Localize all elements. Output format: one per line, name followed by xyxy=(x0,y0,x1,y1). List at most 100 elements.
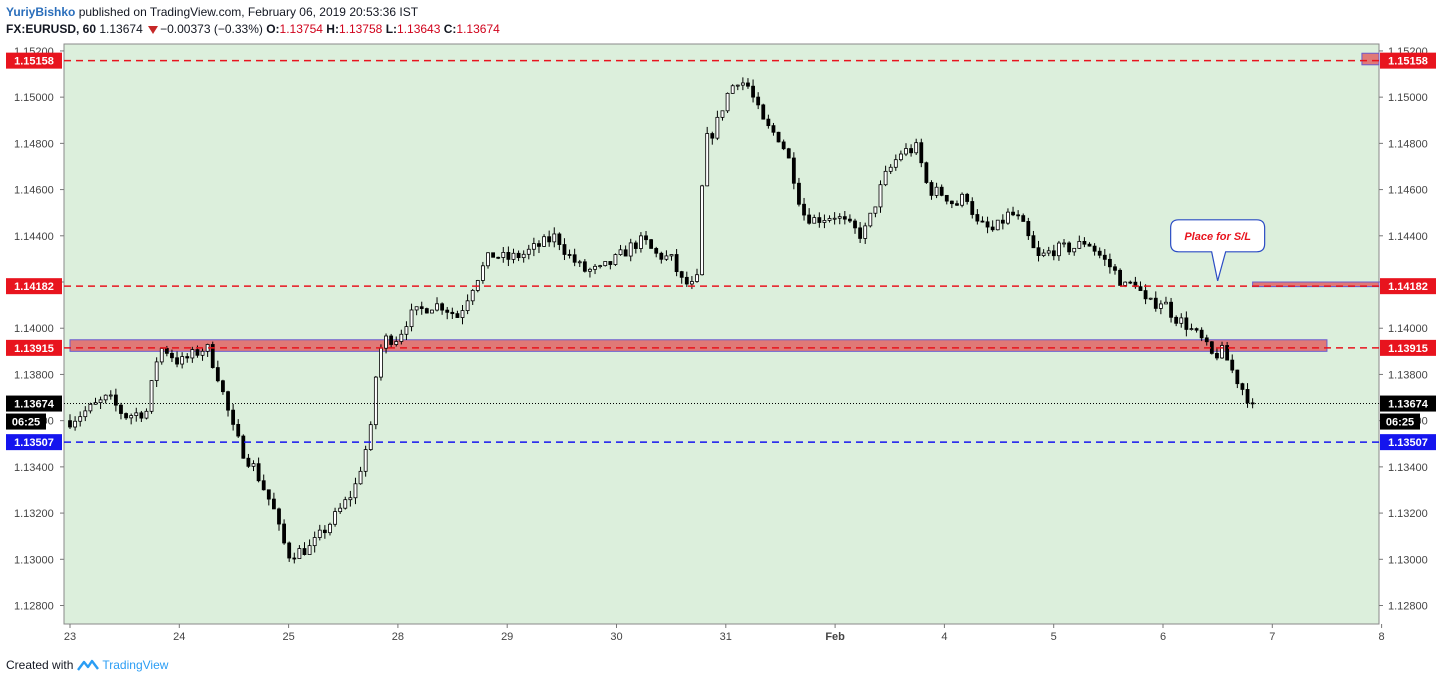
candle-body xyxy=(399,333,404,342)
candle-body xyxy=(965,193,970,202)
candle-body xyxy=(68,420,72,428)
candle-body xyxy=(1215,353,1219,359)
candle-body xyxy=(761,104,766,120)
y-tick-label: 1.13800 xyxy=(14,369,54,381)
candle-body xyxy=(547,236,552,243)
candle-body xyxy=(297,548,302,559)
candle-body xyxy=(577,261,582,264)
candle-body xyxy=(837,216,842,219)
candle-body xyxy=(353,483,358,499)
candle-body xyxy=(460,310,465,318)
candle-body xyxy=(924,162,929,183)
candle-body xyxy=(195,349,200,356)
candle-body xyxy=(1016,214,1021,217)
y-tick-label: 1.14600 xyxy=(14,185,54,197)
candle-body xyxy=(659,252,664,260)
candle-body xyxy=(440,303,445,311)
candle-body xyxy=(649,239,654,249)
candle-body xyxy=(939,186,944,196)
level-price-label: 1.14182 xyxy=(1388,281,1428,293)
candle-body xyxy=(1235,369,1240,385)
candle-body xyxy=(1006,211,1010,224)
y-tick-label: 1.12800 xyxy=(1388,601,1428,613)
low-value: 1.13643 xyxy=(397,22,441,36)
candle-body xyxy=(1011,211,1015,216)
candle-body xyxy=(221,380,225,393)
candle-body xyxy=(822,220,827,223)
x-tick-label: Feb xyxy=(825,631,845,643)
candle-body xyxy=(883,170,888,186)
candle-body xyxy=(251,463,256,467)
x-tick-label: 7 xyxy=(1269,631,1275,643)
last-price-tag xyxy=(6,395,62,412)
candle-body xyxy=(119,404,123,414)
candle-body xyxy=(450,311,455,315)
candle-body xyxy=(409,309,414,328)
candle-body xyxy=(231,409,236,425)
candle-body xyxy=(995,219,1000,231)
level-price-tag xyxy=(6,278,62,295)
countdown-tag xyxy=(1380,413,1420,430)
candle-body xyxy=(93,402,98,405)
tradingview-brand[interactable]: TradingView xyxy=(102,658,169,672)
candle-body xyxy=(633,242,638,249)
sl-zone xyxy=(69,339,1328,352)
candle-body xyxy=(898,153,903,161)
candle-body xyxy=(888,166,893,172)
candle-body xyxy=(226,391,230,411)
last-price: 1.13674 xyxy=(99,22,143,36)
candle-body xyxy=(1046,250,1051,254)
candle-body xyxy=(944,194,949,202)
candle-body xyxy=(287,542,292,559)
open-value: 1.13754 xyxy=(279,22,323,36)
candle-body xyxy=(200,350,205,356)
x-tick-label: 8 xyxy=(1379,631,1385,643)
x-tick-label: 30 xyxy=(610,631,622,643)
created-with-text: Created with xyxy=(6,658,74,672)
candle-body xyxy=(455,313,460,318)
candle-body xyxy=(241,435,246,459)
candle-body xyxy=(282,523,286,544)
candle-body xyxy=(848,218,852,222)
candle-body xyxy=(516,252,521,259)
candle-body xyxy=(1102,254,1107,260)
candle-body xyxy=(78,416,83,422)
candle-body xyxy=(312,537,317,547)
candle-body xyxy=(679,271,684,278)
candle-body xyxy=(88,403,93,412)
candle-body xyxy=(124,413,128,419)
candle-body xyxy=(562,244,567,255)
candle-body xyxy=(1143,290,1148,300)
publish-info: YuriyBishko published on TradingView.com… xyxy=(6,5,418,19)
candle-body xyxy=(669,254,674,257)
candle-body xyxy=(746,82,750,87)
candle-body xyxy=(740,82,745,86)
y-tick-label: 1.13200 xyxy=(14,508,54,520)
candle-body xyxy=(180,356,185,365)
candle-body xyxy=(1113,266,1117,271)
candle-body xyxy=(343,499,348,509)
candle-body xyxy=(1082,240,1087,245)
candle-body xyxy=(919,142,924,164)
candle-body xyxy=(190,349,195,359)
author-name[interactable]: YuriyBishko xyxy=(6,5,76,19)
level-price-label: 1.15158 xyxy=(14,56,54,68)
candle-body xyxy=(756,96,761,106)
candle-body xyxy=(654,248,659,254)
candle-body xyxy=(1097,250,1102,256)
candle-body xyxy=(266,489,271,500)
y-tick-label: 1.14600 xyxy=(1388,185,1428,197)
candle-body xyxy=(328,523,332,534)
x-tick-label: 6 xyxy=(1160,631,1166,643)
candle-body xyxy=(404,326,409,335)
candle-body xyxy=(934,186,939,196)
tradingview-logo-icon xyxy=(77,659,100,671)
candle-body xyxy=(623,249,628,257)
candle-body xyxy=(521,253,526,259)
level-price-label: 1.13507 xyxy=(14,437,54,449)
level-price-label: 1.13915 xyxy=(14,343,54,355)
level-price-label: 1.13507 xyxy=(1388,437,1428,449)
candle-body xyxy=(506,252,511,260)
candle-body xyxy=(322,529,327,534)
